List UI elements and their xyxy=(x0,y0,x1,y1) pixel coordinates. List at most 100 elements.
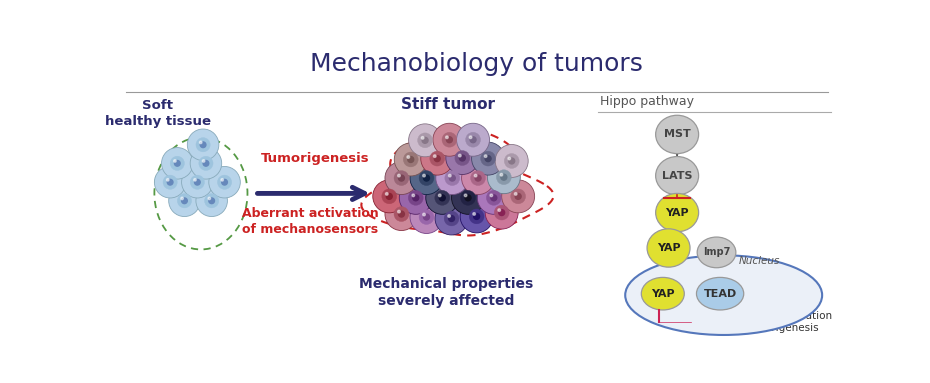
Ellipse shape xyxy=(656,115,698,154)
Text: Mechanobiology of tumors: Mechanobiology of tumors xyxy=(311,52,643,76)
Circle shape xyxy=(167,179,173,185)
Circle shape xyxy=(394,143,427,176)
Circle shape xyxy=(199,156,213,170)
Circle shape xyxy=(470,136,472,139)
Circle shape xyxy=(196,137,210,152)
Circle shape xyxy=(504,154,519,169)
Circle shape xyxy=(410,162,443,195)
Circle shape xyxy=(203,160,208,166)
Circle shape xyxy=(511,189,525,204)
Circle shape xyxy=(385,193,388,195)
Circle shape xyxy=(514,193,517,195)
Circle shape xyxy=(442,133,457,147)
Circle shape xyxy=(398,175,405,181)
Circle shape xyxy=(445,171,459,185)
Circle shape xyxy=(419,210,434,224)
Circle shape xyxy=(174,160,176,162)
Circle shape xyxy=(423,214,430,220)
Circle shape xyxy=(494,205,509,220)
Circle shape xyxy=(448,174,451,177)
Ellipse shape xyxy=(697,277,744,310)
Text: Cell proliferation
tumorigenesis: Cell proliferation tumorigenesis xyxy=(745,311,832,333)
Circle shape xyxy=(500,173,503,176)
Text: TEAD: TEAD xyxy=(703,289,737,299)
Text: Imp7: Imp7 xyxy=(703,247,730,257)
Ellipse shape xyxy=(642,277,684,310)
Circle shape xyxy=(471,171,485,185)
Circle shape xyxy=(168,185,200,216)
Circle shape xyxy=(509,158,514,164)
Circle shape xyxy=(457,123,489,156)
Circle shape xyxy=(203,160,205,162)
Circle shape xyxy=(498,209,500,211)
Circle shape xyxy=(426,182,458,214)
Text: Nucleus: Nucleus xyxy=(738,256,780,266)
Circle shape xyxy=(407,156,409,158)
Circle shape xyxy=(208,197,210,200)
Circle shape xyxy=(407,157,414,162)
Circle shape xyxy=(470,209,484,224)
Circle shape xyxy=(221,179,228,185)
Circle shape xyxy=(162,147,193,179)
Circle shape xyxy=(193,178,196,181)
Circle shape xyxy=(420,142,454,175)
Circle shape xyxy=(486,190,501,205)
Text: YAP: YAP xyxy=(651,289,674,299)
Circle shape xyxy=(460,190,475,205)
Circle shape xyxy=(439,195,445,201)
Circle shape xyxy=(448,216,455,221)
Circle shape xyxy=(465,195,471,201)
Circle shape xyxy=(191,175,205,189)
Circle shape xyxy=(181,198,187,204)
Ellipse shape xyxy=(698,237,736,268)
Circle shape xyxy=(477,182,511,214)
Text: MST: MST xyxy=(664,129,690,139)
Circle shape xyxy=(398,174,400,177)
Circle shape xyxy=(196,185,228,216)
Text: Hippo pathway: Hippo pathway xyxy=(600,95,694,108)
Text: Soft
healthy tissue: Soft healthy tissue xyxy=(105,99,211,128)
Circle shape xyxy=(436,162,469,195)
Circle shape xyxy=(399,182,432,214)
Circle shape xyxy=(398,210,400,213)
Circle shape xyxy=(199,141,202,144)
Circle shape xyxy=(435,190,450,205)
Circle shape xyxy=(487,161,520,194)
Circle shape xyxy=(508,157,511,160)
Circle shape xyxy=(373,180,405,213)
Circle shape xyxy=(419,171,434,185)
Circle shape xyxy=(413,195,418,201)
Circle shape xyxy=(455,151,470,165)
Circle shape xyxy=(187,129,219,160)
Circle shape xyxy=(200,142,206,147)
Circle shape xyxy=(163,175,178,189)
Circle shape xyxy=(423,213,425,216)
Circle shape xyxy=(410,201,443,234)
Circle shape xyxy=(472,213,475,215)
Circle shape xyxy=(435,202,468,235)
Circle shape xyxy=(178,194,192,208)
Ellipse shape xyxy=(647,229,690,267)
Circle shape xyxy=(515,193,521,199)
Circle shape xyxy=(461,162,495,195)
Circle shape xyxy=(408,190,423,205)
Circle shape xyxy=(485,155,491,162)
Circle shape xyxy=(446,137,452,143)
Text: Stiff tumor: Stiff tumor xyxy=(401,97,495,113)
Circle shape xyxy=(218,175,232,189)
Circle shape xyxy=(191,147,221,179)
Text: Mechanical properties
severely affected: Mechanical properties severely affected xyxy=(359,277,534,308)
Text: YAP: YAP xyxy=(657,243,681,253)
Circle shape xyxy=(501,180,535,213)
Circle shape xyxy=(412,194,415,197)
Circle shape xyxy=(475,175,481,181)
Circle shape xyxy=(386,193,392,199)
Ellipse shape xyxy=(656,193,698,232)
Circle shape xyxy=(180,197,183,200)
Circle shape xyxy=(194,179,200,185)
Circle shape xyxy=(472,142,505,175)
Circle shape xyxy=(166,178,169,181)
Circle shape xyxy=(382,189,397,204)
Circle shape xyxy=(474,174,477,177)
Circle shape xyxy=(404,152,418,167)
